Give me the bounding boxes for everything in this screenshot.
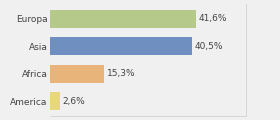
Text: 15,3%: 15,3% (107, 69, 135, 78)
Text: 40,5%: 40,5% (195, 42, 223, 51)
Bar (50, 37, 192, 55)
Bar (50, 10, 196, 28)
Text: 2,6%: 2,6% (62, 97, 85, 106)
Bar (50, 92, 59, 110)
Bar (50, 65, 104, 83)
Text: 41,6%: 41,6% (199, 14, 227, 23)
